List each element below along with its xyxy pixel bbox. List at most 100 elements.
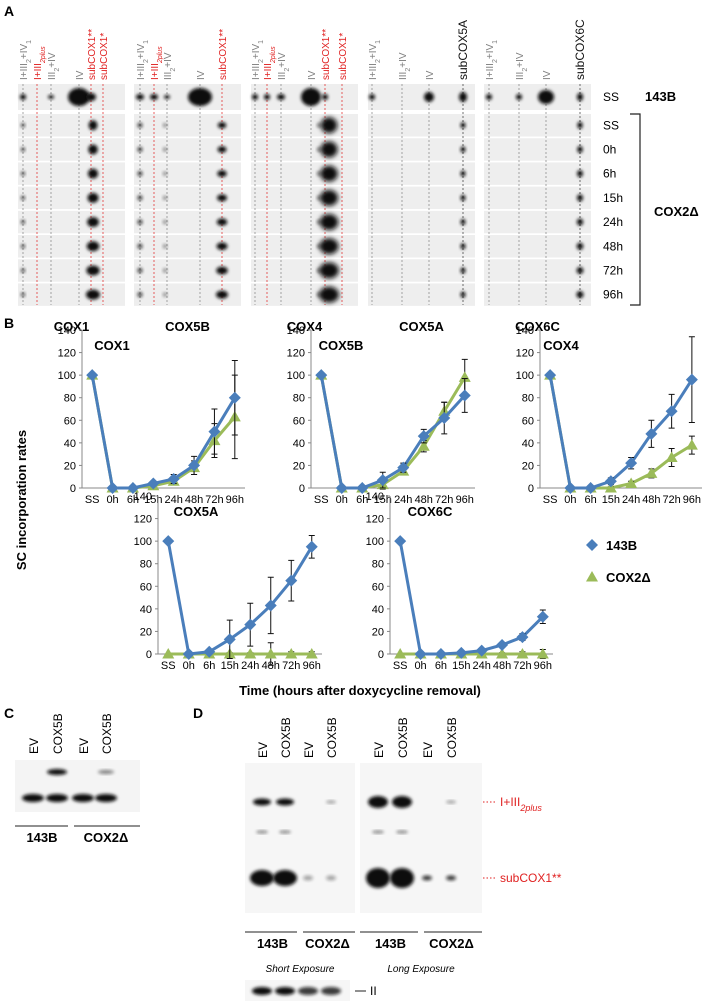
blot-band <box>48 95 54 99</box>
marker <box>604 482 617 493</box>
blot-band <box>21 244 25 249</box>
lane-label: EV <box>27 738 41 754</box>
y-tick-label: 0 <box>70 483 76 495</box>
label-part: 2 <box>54 68 61 72</box>
blot-band <box>137 171 143 177</box>
blot-band <box>317 268 321 273</box>
blot-band <box>577 194 583 202</box>
blot-strip <box>368 235 475 258</box>
marker <box>335 482 348 494</box>
x-tick-label: 72h <box>513 660 531 672</box>
row-label: 72h <box>603 263 623 277</box>
blot-strip <box>368 114 475 137</box>
blot-strip <box>134 114 241 137</box>
marker <box>244 618 257 631</box>
blot-strip <box>368 138 475 161</box>
label-part: subCOX1** <box>500 871 562 885</box>
label-part: +IV <box>163 52 174 68</box>
marker <box>305 648 318 659</box>
label-part: 2plus <box>519 803 542 813</box>
blot-band <box>217 194 227 202</box>
blot-band <box>577 145 583 153</box>
blot-band <box>301 88 321 106</box>
y-tick-label: 40 <box>64 438 76 450</box>
marker <box>376 474 389 487</box>
label-part: 1 <box>258 40 265 44</box>
marker <box>536 610 549 623</box>
blot-band <box>459 92 467 102</box>
marker <box>264 599 277 612</box>
blot-band <box>22 794 44 802</box>
label-part: +IV <box>515 52 526 68</box>
marker <box>162 535 175 548</box>
label-part: I+III <box>500 795 520 809</box>
blot-band <box>460 170 466 177</box>
loading-label: II <box>370 984 377 998</box>
blot-strip <box>134 283 241 306</box>
y-tick-label: 60 <box>140 581 152 593</box>
marker <box>496 638 509 651</box>
label-part: 1 <box>492 40 499 44</box>
blot-band <box>137 146 143 152</box>
row-label: SS <box>603 118 619 132</box>
x-tick-label: 6h <box>585 494 597 506</box>
blot-strip <box>484 235 591 258</box>
blot-band <box>577 170 583 178</box>
marker <box>315 369 328 382</box>
blot-band <box>303 875 313 881</box>
y-tick-label: 80 <box>293 393 305 405</box>
blot-strip <box>134 259 241 282</box>
y-tick-label: 140 <box>366 491 384 503</box>
blot-band <box>576 218 584 226</box>
label: I+III2+IV1 <box>136 40 150 80</box>
blot-band <box>21 147 25 152</box>
blot-band <box>366 868 390 888</box>
blot-band <box>21 171 25 176</box>
label-part: 2 <box>492 59 499 63</box>
row-label: 6h <box>603 167 616 181</box>
blot-bg <box>245 763 355 913</box>
label-part: subCOX1** <box>321 29 332 80</box>
blot-strip <box>134 138 241 161</box>
x-tick-label: 6h <box>435 660 447 672</box>
label-part: 1 <box>26 40 33 44</box>
blot-band <box>163 195 167 200</box>
blot-strip <box>18 114 125 137</box>
x-tick-label: SS <box>543 494 558 506</box>
label-part: IV <box>196 70 207 80</box>
blot-band <box>217 146 227 153</box>
x-tick-label: 6h <box>127 494 139 506</box>
marker <box>645 427 658 440</box>
blot-band <box>87 217 99 228</box>
x-tick-label: 0h <box>183 660 195 672</box>
group-label: 143B <box>645 89 676 104</box>
y-tick-label: 120 <box>58 348 76 360</box>
blot-band <box>368 796 388 808</box>
label-part: I+III <box>19 63 30 80</box>
blot-band <box>321 987 341 995</box>
label-part: 2 <box>170 68 177 72</box>
exposure-label: Short Exposure <box>266 964 335 975</box>
blot-band <box>21 195 25 200</box>
marker <box>305 540 318 553</box>
blot-band <box>538 90 554 104</box>
blot-band <box>47 769 67 775</box>
chart-title: COX6C <box>408 504 453 519</box>
blot-strip <box>368 283 475 306</box>
x-tick-label: 24h <box>622 494 640 506</box>
y-tick-label: 140 <box>516 325 534 337</box>
blot-band <box>317 220 321 225</box>
label-part: +IV <box>368 44 379 60</box>
chart-title: COX1 <box>94 338 129 353</box>
blot-band <box>68 88 90 106</box>
blot-band <box>322 94 328 100</box>
panel-label: D <box>193 705 203 721</box>
marker <box>458 371 471 382</box>
blot-band <box>86 241 100 252</box>
blot-bg <box>15 760 140 812</box>
blot-band <box>326 800 336 804</box>
marker <box>584 482 597 494</box>
blot-band <box>320 141 338 158</box>
marker <box>586 539 598 551</box>
